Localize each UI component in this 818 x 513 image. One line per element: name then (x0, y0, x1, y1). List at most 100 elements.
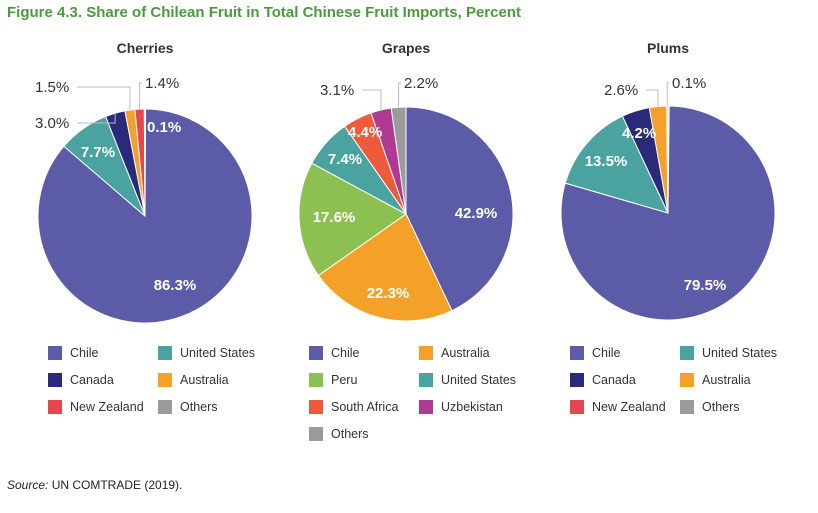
legend-swatch (309, 400, 323, 414)
legend-swatch (158, 400, 172, 414)
legend-swatch (419, 346, 433, 360)
leader-line (139, 82, 142, 110)
legend-label: New Zealand (70, 400, 144, 414)
legend-label: Australia (441, 346, 490, 360)
leader-line (398, 82, 401, 108)
legend-swatch (48, 346, 62, 360)
legend-swatch (680, 400, 694, 414)
data-label-canada: 3.0% (35, 115, 69, 132)
legend-item-australia: Australia (680, 373, 751, 387)
data-label-new-zealand: 1.4% (145, 75, 179, 92)
pie-chart-cherries: 86.3% 7.7% 3.0% 1.5% 1.4% 0.1% (35, 75, 253, 324)
leader-line (666, 82, 669, 107)
legend-label: Chile (592, 346, 621, 360)
data-label-south-africa: 4.4% (348, 124, 382, 141)
source-text: UN COMTRADE (2019). (48, 478, 183, 492)
legend-label: Chile (70, 346, 99, 360)
legend-item-new-zealand: New Zealand (570, 400, 666, 414)
legend-swatch (48, 400, 62, 414)
legend-item-chile: Chile (309, 346, 360, 360)
slice-others (667, 105, 670, 214)
data-label-chile: 79.5% (684, 277, 727, 294)
legend-item-uzbekistan: Uzbekistan (419, 400, 503, 414)
legend-item-chile: Chile (48, 346, 99, 360)
legend-item-united-states: United States (680, 346, 777, 360)
data-label-others: 0.1% (147, 119, 181, 136)
leader-line (77, 86, 131, 111)
pie-title-cherries: Cherries (116, 40, 174, 56)
data-label-australia: 1.5% (35, 79, 69, 96)
pie-chart-grapes: 42.9% 22.3% 17.6% 7.4% 4.4% 3.1% 2.2% (298, 75, 514, 322)
data-label-united-states: 13.5% (585, 153, 628, 170)
legend-label: United States (702, 346, 778, 360)
legend-swatch (680, 373, 694, 387)
legend-swatch (419, 400, 433, 414)
legend-swatch (309, 346, 323, 360)
figure-title: Figure 4.3. Share of Chilean Fruit in To… (7, 4, 521, 21)
data-label-others: 2.2% (404, 75, 438, 92)
legend-label: Canada (592, 373, 636, 387)
legend-label: United States (180, 346, 256, 360)
slice-united-states (564, 115, 669, 214)
pie-title-plums: Plums (646, 40, 690, 56)
legend-label: Australia (702, 373, 751, 387)
slice-others (143, 108, 147, 217)
source-label: Source: (7, 478, 49, 492)
slice-others (390, 106, 407, 215)
legend-item-others: Others (680, 400, 740, 414)
data-label-uzbekistan: 3.1% (320, 82, 354, 99)
data-label-australia: 2.6% (604, 82, 638, 99)
legend-item-others: Others (158, 400, 218, 414)
legend-swatch (570, 346, 584, 360)
legend-swatch (309, 427, 323, 441)
legend-swatch (158, 373, 172, 387)
legend-swatch (158, 346, 172, 360)
legend-label: Australia (180, 373, 229, 387)
legend-swatch (570, 373, 584, 387)
legend-label: Others (702, 400, 740, 414)
legend-label: Uzbekistan (441, 400, 503, 414)
legend-item-new-zealand: New Zealand (48, 400, 144, 414)
leader-line (362, 89, 382, 110)
data-label-chile: 86.3% (154, 277, 197, 294)
legend-item-united-states: United States (158, 346, 255, 360)
data-label-new-zealand: 0.1% (672, 75, 706, 92)
leader-line (646, 89, 659, 107)
legend-item-south-africa: South Africa (309, 400, 398, 414)
data-label-united-states: 7.7% (81, 144, 115, 161)
legend-label: Others (180, 400, 218, 414)
data-label-united-states: 7.4% (328, 151, 362, 168)
legend-swatch (309, 373, 323, 387)
legend-item-united-states: United States (419, 373, 516, 387)
legend-label: Canada (70, 373, 114, 387)
legend-label: Peru (331, 373, 358, 387)
legend-item-others: Others (309, 427, 369, 441)
legend-item-chile: Chile (570, 346, 621, 360)
leader-line (77, 113, 116, 124)
data-label-peru: 17.6% (313, 209, 356, 226)
source-note: Source: UN COMTRADE (2019). (7, 478, 182, 492)
slice-chile (405, 106, 514, 312)
legend-label: South Africa (331, 400, 399, 414)
pie-title-grapes: Grapes (381, 40, 431, 56)
legend-item-peru: Peru (309, 373, 357, 387)
legend-swatch (570, 400, 584, 414)
legend-item-canada: Canada (570, 373, 636, 387)
slice-chile (37, 108, 253, 324)
pie-chart-plums: 79.5% 13.5% 4.2% 2.6% 0.1% (560, 75, 776, 321)
legend-label: United States (441, 373, 517, 387)
data-label-canada: 4.2% (622, 125, 656, 142)
legend-item-australia: Australia (419, 346, 490, 360)
legend-label: Chile (331, 346, 360, 360)
legend-swatch (48, 373, 62, 387)
legend-item-canada: Canada (48, 373, 114, 387)
slice-peru (298, 162, 407, 277)
legend-label: Others (331, 427, 369, 441)
legend-swatch (680, 346, 694, 360)
slice-australia (317, 213, 453, 322)
data-label-australia: 22.3% (367, 285, 410, 302)
legend-swatch (419, 373, 433, 387)
legend-label: New Zealand (592, 400, 666, 414)
legend-item-australia: Australia (158, 373, 229, 387)
data-label-chile: 42.9% (455, 205, 498, 222)
